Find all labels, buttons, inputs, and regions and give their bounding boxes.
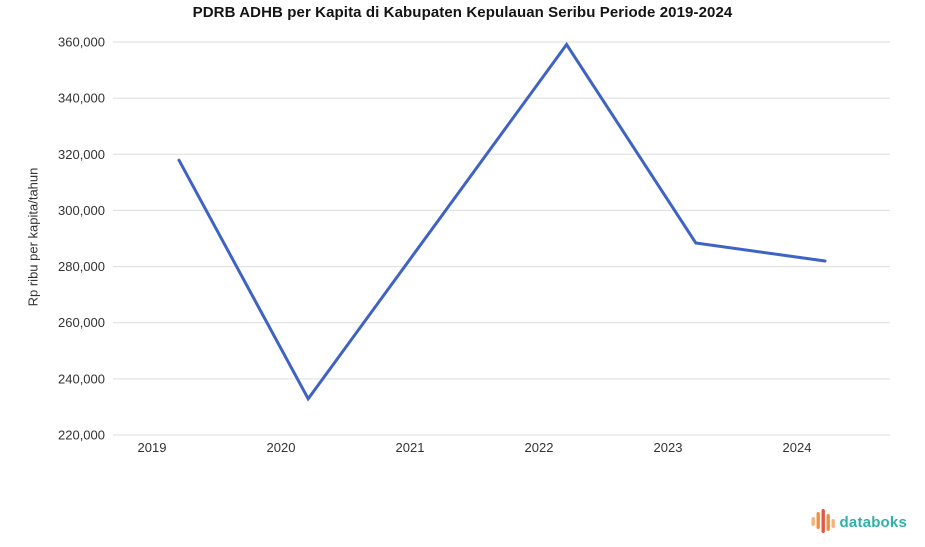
y-tick-label: 220,000 — [58, 428, 105, 443]
y-tick-label: 260,000 — [58, 315, 105, 330]
x-tick-label: 2019 — [138, 440, 167, 455]
x-tick-label: 2020 — [267, 440, 296, 455]
y-tick-label: 320,000 — [58, 147, 105, 162]
x-tick-label: 2024 — [783, 440, 812, 455]
x-tick-label: 2022 — [525, 440, 554, 455]
chart-title: PDRB ADHB per Kapita di Kabupaten Kepula… — [192, 4, 733, 21]
x-tick-label: 2021 — [396, 440, 425, 455]
databoks-logo-text: databoks — [839, 513, 907, 531]
databoks-logo[interactable]: databoks — [811, 509, 907, 535]
y-tick-label: 360,000 — [58, 35, 105, 50]
y-tick-label: 300,000 — [58, 203, 105, 218]
y-tick-label: 280,000 — [58, 259, 105, 274]
y-tick-label: 340,000 — [58, 91, 105, 106]
data-line — [177, 41, 827, 402]
databoks-bars-icon — [811, 509, 835, 533]
x-tick-label: 2023 — [654, 440, 683, 455]
y-tick-label: 240,000 — [58, 371, 105, 386]
